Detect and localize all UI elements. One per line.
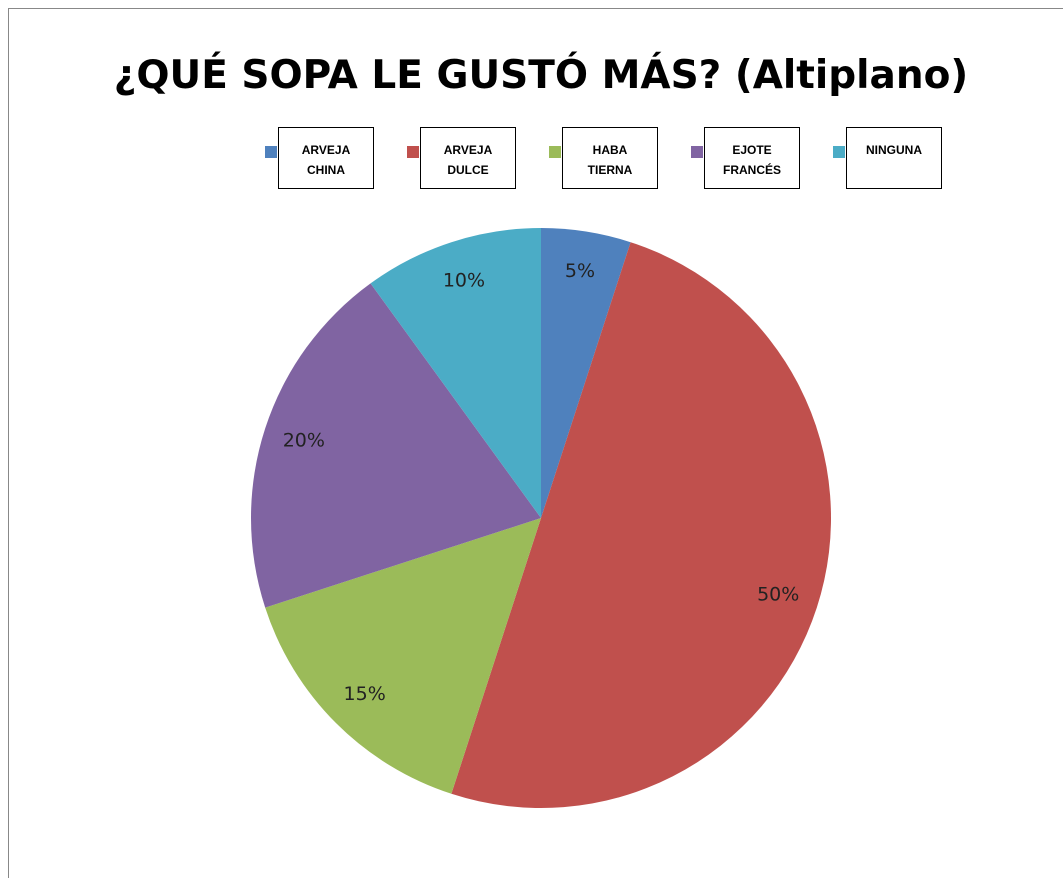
legend-swatch: [407, 146, 419, 158]
legend-swatch: [691, 146, 703, 158]
pie-slice: [370, 228, 541, 518]
data-label: 20%: [283, 429, 325, 451]
legend-swatch: [549, 146, 561, 158]
data-label: 15%: [344, 683, 386, 705]
legend-label: EJOTE FRANCÉS: [704, 127, 800, 189]
legend-label: ARVEJA DULCE: [420, 127, 516, 189]
legend-label: HABA TIERNA: [562, 127, 658, 189]
legend-label: NINGUNA: [846, 127, 942, 189]
legend-swatch: [833, 146, 845, 158]
legend-swatch: [265, 146, 277, 158]
data-label: 10%: [443, 269, 485, 291]
pie-slice: [451, 242, 832, 809]
data-label: 5%: [565, 260, 595, 282]
chart-title: ¿QUÉ SOPA LE GUSTÓ MÁS? (Altiplano): [114, 51, 969, 98]
legend-label: ARVEJA CHINA: [278, 127, 374, 189]
pie-slice: [250, 283, 542, 608]
pie-slice: [265, 518, 541, 794]
data-label: 50%: [757, 584, 799, 606]
pie-slice: [541, 228, 631, 518]
